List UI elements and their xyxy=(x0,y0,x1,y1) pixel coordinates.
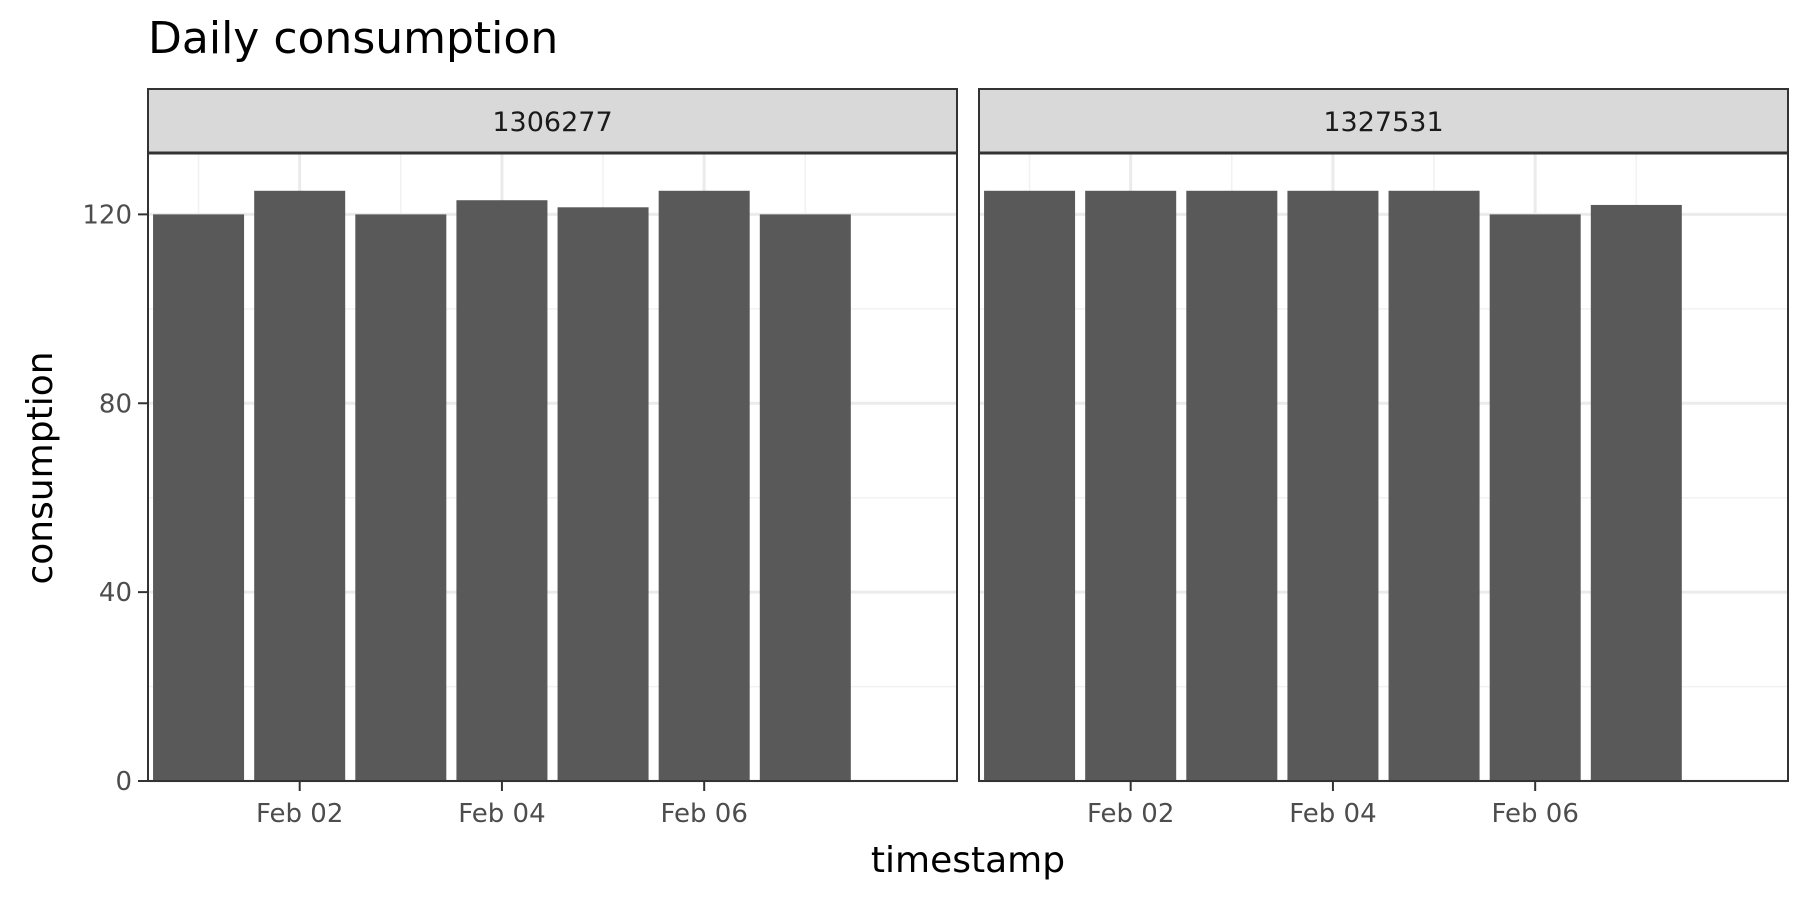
bar xyxy=(153,214,245,782)
x-tick-label: Feb 06 xyxy=(1491,799,1578,829)
x-tick-label: Feb 02 xyxy=(1087,799,1174,829)
bar xyxy=(984,190,1076,782)
x-tick-label: Feb 06 xyxy=(660,799,747,829)
y-tick-label: 40 xyxy=(99,578,132,608)
bar xyxy=(456,200,548,782)
x-tick-label: Feb 02 xyxy=(256,799,343,829)
bar xyxy=(1287,190,1379,782)
facet-panel-0: 1306277 Feb 02 Feb 04 Feb 06 0 40 80 120 xyxy=(82,88,958,829)
bar xyxy=(1085,190,1177,782)
bar xyxy=(355,214,447,782)
bar xyxy=(1388,190,1480,782)
y-axis-title: consumption xyxy=(20,351,61,584)
facet-strip-label: 1327531 xyxy=(1323,107,1443,138)
bar xyxy=(658,190,750,782)
bar xyxy=(557,207,649,781)
facet-panels: 1306277 Feb 02 Feb 04 Feb 06 0 40 80 120 1327531… xyxy=(82,88,1789,829)
bar xyxy=(759,214,851,782)
x-axis-title: timestamp xyxy=(871,840,1065,881)
bar xyxy=(1186,190,1278,782)
bar xyxy=(254,190,346,782)
y-tick-label: 0 xyxy=(115,767,132,797)
facet-panel-1: 1327531 Feb 02 Feb 04 Feb 06 xyxy=(978,88,1789,829)
facet-strip xyxy=(978,88,1789,154)
facet-strip-label: 1306277 xyxy=(492,107,612,138)
y-tick-label: 120 xyxy=(82,200,132,230)
y-tick-label: 80 xyxy=(99,389,132,419)
x-tick-label: Feb 04 xyxy=(1289,799,1376,829)
facet-strip xyxy=(147,88,958,154)
x-tick-label: Feb 04 xyxy=(458,799,545,829)
chart-title: Daily consumption xyxy=(148,13,558,64)
bar xyxy=(1590,204,1682,782)
bar xyxy=(1489,214,1581,782)
